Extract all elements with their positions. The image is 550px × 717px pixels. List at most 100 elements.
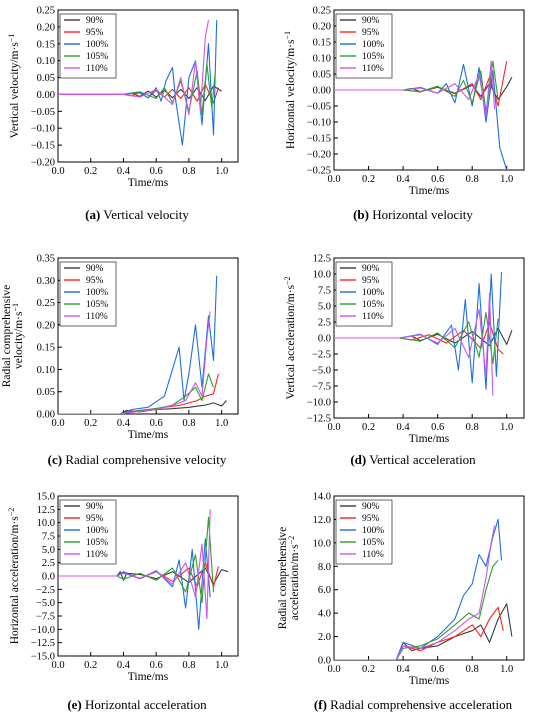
y-tick-label: 0.15 [313,38,331,49]
panel-caption-text: Horizontal velocity [369,207,473,222]
series-line-90pct [58,400,227,414]
series-line-110pct [58,311,211,414]
x-tick-label: 0.0 [327,174,340,185]
legend-entry: 110% [362,550,384,560]
legend-entry: 105% [362,538,384,548]
series-group [334,60,513,170]
legend: 90% 95% 100% 105% 110% [335,261,393,327]
y-tick-label: 0.10 [37,365,55,376]
y-tick-label: −0.25 [307,166,331,177]
y-axis-label-sup: −1 [11,303,20,312]
y-tick-label: −10.0 [31,625,55,636]
y-tick-label: 12.5 [37,505,55,516]
y-tick-label: 15.0 [37,492,55,503]
x-tick-label: 0.6 [150,166,163,177]
y-tick-label: 2.5 [318,318,331,329]
legend-entry: 90% [362,16,380,26]
panel-caption-letter: (a) [85,207,100,222]
legend-entry: 105% [362,52,384,62]
legend: 90% 95% 100% 105% 110% [59,499,117,565]
x-tick-label: 0.6 [150,660,163,671]
legend: 90% 95% 100% 105% 110% [59,13,117,79]
y-tick-label: −12.5 [31,638,55,649]
y-tick-label: 8.0 [318,562,331,573]
y-tick-label: 7.5 [318,286,331,297]
y-tick-label: 0.35 [37,254,55,265]
legend-entry: 95% [362,276,380,286]
series-group [334,518,513,660]
y-axis-label-text: Vertical velocity/m·s [9,42,21,139]
y-axis-label-unit: velocity/m·s [13,311,25,369]
chart-panel-e: 0.0 0.2 0.4 0.6 0.8 1.0 −15.0 −12.5 −10.0 −7.5 −5.… [7,492,239,712]
y-axis-label: Horizontal velocity/m·s−1 [283,31,297,149]
legend-entry: 90% [362,502,380,512]
legend-entry: 110% [362,64,384,74]
x-tick-label: 0.2 [84,418,97,429]
y-axis-label: Vertical velocity/m·s−1 [7,34,21,139]
x-tick-label: 0.0 [51,166,64,177]
y-tick-label: 0.05 [37,73,55,84]
y-axis-label-sup: −2 [287,536,296,545]
legend-entry: 90% [86,16,104,26]
y-tick-label: 12.0 [313,515,331,526]
y-axis-label-line2: velocity/m·s−1 [11,303,25,369]
legend-entry: 90% [362,264,380,274]
y-tick-label: 0.25 [313,6,331,17]
panel-caption-text: Radial comprehensive acceleration [327,697,513,712]
y-tick-label: 0.10 [313,54,331,65]
y-tick-label: 0.00 [37,90,55,101]
series-group [58,509,229,630]
x-tick-label: 0.6 [431,664,444,675]
panel-caption: (d) Vertical acceleration [350,452,476,467]
legend-entry: 95% [362,28,380,38]
series-line-95pct [334,606,504,660]
series-line-100pct [334,272,503,390]
y-tick-label: 0.25 [37,6,55,17]
legend: 90% 95% 100% 105% 110% [59,261,117,327]
y-tick-label: −7.5 [312,382,331,393]
y-tick-label: 0.0 [318,334,331,345]
y-tick-label: −0.05 [31,107,55,118]
legend-entry: 95% [86,514,104,524]
series-group [58,275,227,414]
x-tick-label: 0.4 [397,422,411,433]
series-group [58,19,222,146]
y-axis-label-line2: acceleration/m·s−2 [287,536,301,621]
legend-entry: 110% [86,64,108,74]
legend-entry: 105% [86,538,108,548]
y-tick-label: 0.20 [37,22,55,33]
y-axis-label-text: Horizontal acceleration/m·s [9,516,21,645]
plot-frame [57,9,239,163]
panel-caption-text: Vertical acceleration [366,452,476,467]
y-tick-label: 0.05 [37,387,55,398]
panel-caption-letter: (c) [48,452,62,467]
series-line-110pct [334,292,494,396]
legend: 90% 95% 100% 105% 110% [335,13,393,79]
x-tick-label: 0.2 [84,660,97,671]
legend-entry: 100% [362,40,384,50]
legend-entry: 100% [86,40,108,50]
x-tick-label: 0.0 [327,422,340,433]
y-tick-label: 10.0 [37,518,55,529]
y-tick-label: 5.0 [318,302,331,313]
legend-entry: 110% [86,550,108,560]
x-tick-label: 0.4 [397,174,411,185]
y-tick-label: 0.10 [37,56,55,67]
x-axis-label: Time/ms [128,177,169,189]
y-tick-label: −12.5 [307,414,331,425]
x-axis-label: Time/ms [128,671,169,683]
legend-entry: 105% [362,300,384,310]
y-tick-label: −0.05 [307,102,331,113]
x-tick-label: 0.4 [397,664,411,675]
panel-caption: (b) Horizontal velocity [353,207,473,222]
series-line-100pct [334,63,508,170]
y-tick-label: −0.20 [31,158,55,169]
y-axis-label: Radial comprehensive [1,285,13,388]
x-tick-label: 0.2 [362,174,375,185]
legend-entry: 100% [86,288,108,298]
plot-frame [333,495,525,661]
x-tick-label: 0.8 [466,422,479,433]
x-tick-label: 0.4 [117,660,131,671]
y-tick-label: −10.0 [307,398,331,409]
y-tick-label: −2.5 [36,585,55,596]
